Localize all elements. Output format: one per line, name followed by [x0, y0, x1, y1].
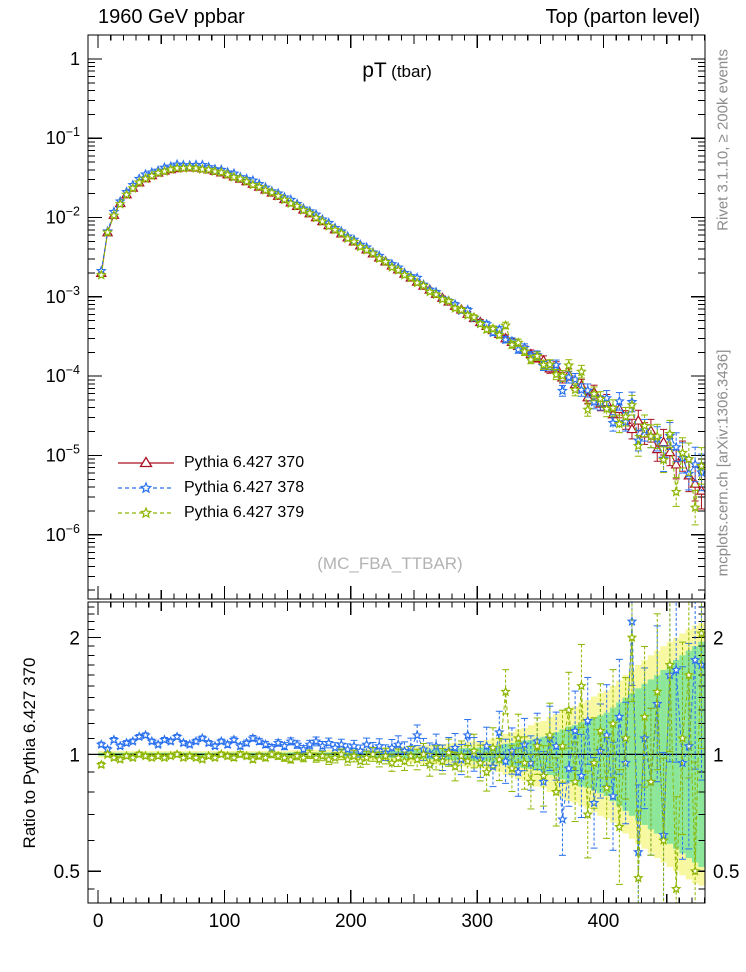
svg-text:10−5: 10−5: [46, 442, 80, 465]
legend-label: Pythia 6.427 370: [184, 453, 305, 471]
main-y-axis-ticks: [88, 58, 705, 591]
legend: Pythia 6.427 370 Pythia 6.427 378 Pythia…: [117, 450, 304, 525]
legend-item-pythia-379: Pythia 6.427 379: [117, 500, 304, 525]
svg-text:10−1: 10−1: [46, 125, 80, 148]
svg-text:10−4: 10−4: [46, 363, 80, 386]
legend-label: Pythia 6.427 378: [184, 478, 305, 496]
svg-text:400: 400: [588, 911, 620, 932]
header-analysis-level: Top (parton level): [545, 6, 700, 28]
plot-title: pT (tbar): [362, 59, 432, 83]
svg-text:0.5: 0.5: [713, 862, 739, 883]
plot-title-observable: pT: [362, 59, 387, 82]
legend-item-pythia-378: Pythia 6.427 378: [117, 475, 304, 500]
legend-swatch-pythia-378: [118, 480, 174, 493]
plot-title-particle: (tbar): [391, 62, 432, 81]
plot-frames: [87, 34, 706, 904]
svg-text:0: 0: [93, 911, 104, 932]
ratio-y-axis-tick-labels: 2 2 1 1 0.5 0.5: [54, 629, 740, 884]
main-series-pythia-379: [95, 161, 705, 526]
svg-text:300: 300: [461, 911, 493, 932]
star-marker-icon: [139, 505, 153, 518]
main-y-axis-tick-labels: 1 10−1 10−2 10−3 10−4 10−5 10−6: [46, 49, 80, 545]
legend-label: Pythia 6.427 379: [184, 503, 305, 521]
svg-text:2: 2: [713, 629, 724, 650]
x-axis-ticks: [97, 35, 706, 903]
star-marker-icon: [139, 480, 153, 493]
svg-text:0.5: 0.5: [54, 862, 80, 883]
main-series-pythia-370: [95, 161, 705, 510]
main-series-pythia-378: [95, 158, 705, 492]
svg-text:1: 1: [69, 745, 80, 766]
svg-text:10−2: 10−2: [46, 205, 80, 228]
svg-text:200: 200: [335, 911, 367, 932]
x-axis-tick-labels: 0 100 200 300 400: [93, 911, 620, 932]
analysis-watermark: (MC_FBA_TTBAR): [317, 554, 463, 573]
svg-text:2: 2: [69, 629, 80, 650]
ratio-series-pythia-379: [95, 602, 705, 903]
svg-text:1: 1: [713, 745, 724, 766]
svg-text:100: 100: [209, 911, 241, 932]
svg-text:10−3: 10−3: [46, 284, 80, 307]
legend-swatch-pythia-379: [118, 505, 174, 518]
svg-text:1: 1: [70, 49, 80, 69]
header-beam-energy: 1960 GeV ppbar: [98, 6, 245, 28]
svg-text:10−6: 10−6: [46, 522, 80, 545]
legend-item-pythia-370: Pythia 6.427 370: [117, 450, 304, 475]
legend-swatch-pythia-370: [118, 455, 174, 467]
triangle-marker-icon: [139, 455, 153, 467]
